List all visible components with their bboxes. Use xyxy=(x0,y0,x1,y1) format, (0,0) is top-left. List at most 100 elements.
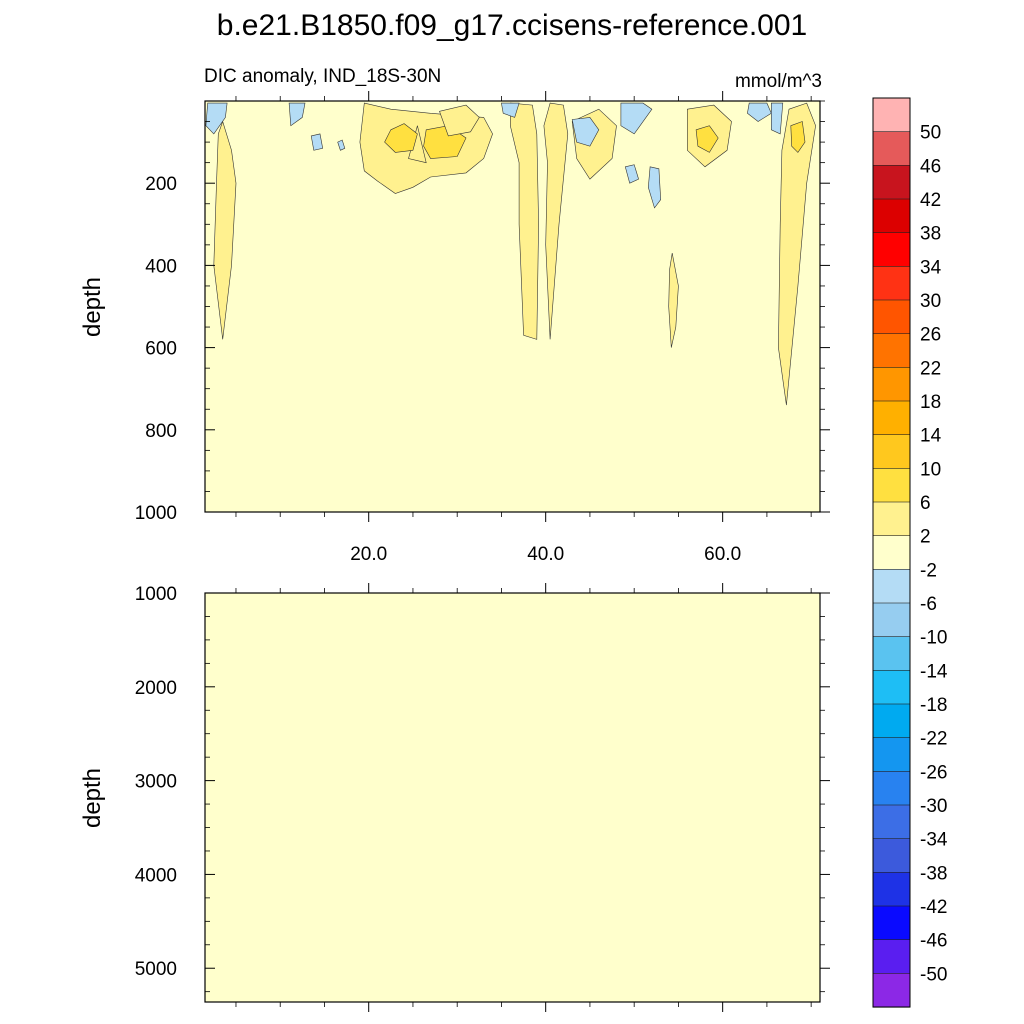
lower-axes: 1000 2000 3000 4000 5000 xyxy=(135,583,830,1012)
anomaly-region xyxy=(571,117,600,147)
colorbar-swatch xyxy=(872,737,911,772)
anomaly-region xyxy=(337,139,346,151)
colorbar-swatch xyxy=(872,501,911,537)
anomaly-region xyxy=(790,121,806,153)
colorbar-label: -14 xyxy=(920,661,948,682)
anomaly-region xyxy=(668,253,679,348)
anomaly-region xyxy=(384,123,418,153)
colorbar-swatch xyxy=(872,939,911,974)
anomaly-region xyxy=(501,102,520,118)
x-tick-label: 40.0 xyxy=(527,544,564,565)
y-tick-label: 400 xyxy=(145,256,177,277)
anomaly-region xyxy=(509,102,539,340)
upper-y-axis-label: depth xyxy=(79,277,106,337)
colorbar-swatch xyxy=(872,198,911,234)
colorbar-label: -6 xyxy=(920,594,937,615)
colorbar-label: 6 xyxy=(920,493,931,514)
colorbar-swatch xyxy=(872,636,911,671)
y-tick-label: 5000 xyxy=(135,959,177,980)
colorbar-label: -10 xyxy=(920,628,947,649)
colorbar-swatch xyxy=(872,838,911,873)
colorbar-swatch xyxy=(872,299,911,335)
colorbar-swatch xyxy=(872,804,911,840)
colorbar-swatch xyxy=(872,131,911,166)
chart-title: b.e21.B1850.f09_g17.ccisens-reference.00… xyxy=(217,9,807,42)
anomaly-region xyxy=(288,102,306,127)
colorbar-swatch xyxy=(872,333,911,368)
colorbar-swatch xyxy=(872,266,911,301)
colorbar-label: 34 xyxy=(920,257,942,278)
colorbar-label: 10 xyxy=(920,459,941,480)
colorbar-swatch xyxy=(872,165,911,200)
colorbar-label: -50 xyxy=(920,964,947,985)
colorbar-label: 42 xyxy=(920,190,941,211)
y-tick-label: 200 xyxy=(145,174,177,195)
y-tick-label: 1000 xyxy=(135,503,177,524)
units-label: mmol/m^3 xyxy=(735,71,822,92)
colorbar-label: 38 xyxy=(920,224,941,245)
colorbar-label: 50 xyxy=(920,123,941,144)
anomaly-region xyxy=(543,102,569,340)
anomaly-region xyxy=(647,166,662,209)
colorbar-swatch xyxy=(872,905,911,941)
background-fill xyxy=(205,593,820,1002)
y-tick-label: 4000 xyxy=(135,865,177,886)
colorbar-label: -18 xyxy=(920,695,947,716)
colorbar-label: 14 xyxy=(920,426,942,447)
anomaly-region xyxy=(439,104,480,137)
anomaly-region xyxy=(620,102,653,135)
colorbar-label: 30 xyxy=(920,291,941,312)
anomaly-region xyxy=(747,102,772,122)
colorbar-swatch xyxy=(872,367,911,402)
anomaly-region xyxy=(310,133,324,151)
colorbar-label: -46 xyxy=(920,931,947,952)
lower-y-axis-label: depth xyxy=(79,768,106,828)
colorbar-swatch xyxy=(872,97,911,133)
colorbar-swatch xyxy=(872,973,911,1008)
colorbar-label: 18 xyxy=(920,392,941,413)
anomaly-region xyxy=(695,125,719,153)
colorbar-frame xyxy=(872,97,911,1008)
colorbar-label: -38 xyxy=(920,863,947,884)
colorbar-swatch xyxy=(872,400,911,436)
anomaly-region xyxy=(624,164,639,184)
y-tick-label: 3000 xyxy=(135,772,177,793)
colorbar-swatch xyxy=(872,468,911,503)
colorbar-label: 26 xyxy=(920,325,941,346)
anomaly-region xyxy=(213,120,237,340)
colorbar-swatch xyxy=(872,602,911,638)
colorbar-swatch xyxy=(872,569,911,604)
y-tick-label: 600 xyxy=(145,339,177,360)
y-tick-label: 800 xyxy=(145,421,177,442)
lower-depth-panel: depth 1000 2000 3000 4000 5000 xyxy=(79,583,830,1012)
upper-depth-panel: DIC anomaly, IND_18S-30N mmol/m^3 depth … xyxy=(79,66,830,565)
colorbar-swatch xyxy=(872,703,911,739)
colorbar-label: -2 xyxy=(920,560,937,581)
upper-axes: 200 400 600 800 1000 20.0 40.0 60.0 xyxy=(135,91,830,565)
colorbar-swatch xyxy=(872,771,911,806)
colorbar-swatch xyxy=(872,670,911,705)
colorbar-label: -42 xyxy=(920,897,947,918)
colorbar: 50 46 42 38 34 30 26 22 18 14 10 6 2 -2 -6 -10 -14 -18 -22… xyxy=(872,97,948,1008)
colorbar-swatch xyxy=(872,434,911,469)
upper-plot-area xyxy=(205,101,820,512)
colorbar-label: 46 xyxy=(920,156,941,177)
upper-panel-subtitle: DIC anomaly, IND_18S-30N xyxy=(204,66,441,87)
colorbar-label: -34 xyxy=(920,830,948,851)
colorbar-label: -22 xyxy=(920,729,947,750)
x-tick-label: 60.0 xyxy=(704,544,741,565)
x-tick-label: 20.0 xyxy=(350,544,387,565)
colorbar-swatch xyxy=(872,872,911,907)
colorbar-label: -26 xyxy=(920,762,947,783)
colorbar-label: 22 xyxy=(920,358,941,379)
colorbar-label: 2 xyxy=(920,527,931,548)
colorbar-label: -30 xyxy=(920,796,947,817)
y-tick-label: 1000 xyxy=(135,584,177,605)
plot-frame xyxy=(204,592,821,1003)
y-tick-label: 2000 xyxy=(135,678,177,699)
colorbar-swatch xyxy=(872,232,911,267)
background-fill xyxy=(205,101,820,512)
colorbar-swatch xyxy=(872,535,911,570)
lower-plot-area xyxy=(205,593,820,1002)
